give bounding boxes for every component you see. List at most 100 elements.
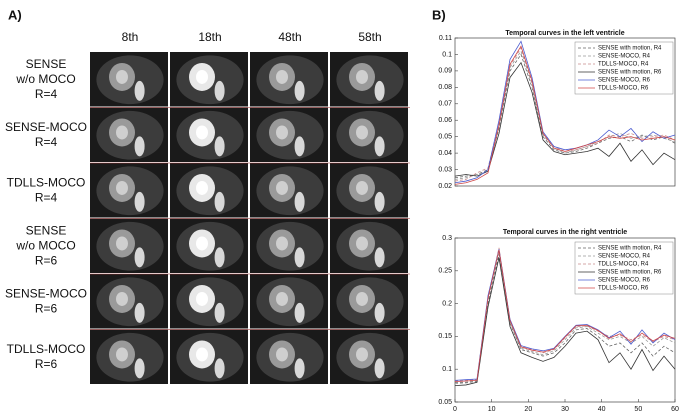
mri-vessel — [294, 358, 305, 379]
row-label: R=4 — [35, 87, 58, 101]
mri-vessel — [134, 302, 145, 323]
mri-vessel — [134, 136, 145, 157]
row-label: SENSE — [26, 223, 67, 237]
legend-label: TDLLS-MOCO, R4 — [598, 62, 649, 68]
row-label: TDLLS-MOCO — [7, 342, 86, 356]
x-tick-label: 60 — [671, 406, 679, 413]
mri-vessel — [294, 80, 305, 101]
mri-ventricle — [116, 125, 128, 140]
mri-vessel — [134, 80, 145, 101]
row-label: R=4 — [35, 135, 58, 149]
row-label: TDLLS-MOCO — [7, 175, 86, 189]
chart-title: Temporal curves in the right ventricle — [503, 229, 627, 236]
y-tick-label: 0.3 — [442, 235, 452, 242]
legend-label: SENSE with motion, R6 — [598, 70, 662, 76]
mri-ventricle — [196, 180, 208, 195]
x-tick-label: 50 — [634, 406, 642, 413]
mri-vessel — [374, 247, 385, 268]
y-tick-label: 0.06 — [438, 117, 452, 124]
mri-vessel — [374, 191, 385, 212]
mri-vessel — [214, 191, 225, 212]
mri-ventricle — [116, 291, 128, 306]
series-line — [454, 40, 676, 184]
mri-ventricle — [356, 291, 368, 306]
y-tick-label: 0.03 — [438, 166, 452, 173]
series-line — [454, 249, 676, 383]
mri-vessel — [134, 191, 145, 212]
mri-vessel — [214, 80, 225, 101]
legend-label: TDLLS-MOCO, R4 — [598, 262, 649, 268]
x-tick-label: 0 — [453, 406, 457, 413]
x-tick-label: 10 — [488, 406, 496, 413]
y-tick-label: 0.15 — [438, 333, 452, 340]
mri-vessel — [214, 247, 225, 268]
column-header: 58th — [358, 30, 381, 44]
series-line — [454, 45, 676, 185]
mri-ventricle — [116, 69, 128, 84]
mri-ventricle — [276, 291, 288, 306]
mri-ventricle — [276, 236, 288, 251]
mri-ventricle — [276, 125, 288, 140]
series-line — [455, 254, 676, 383]
y-tick-label: 0.05 — [438, 399, 452, 406]
y-tick-label: 0.1 — [442, 51, 452, 58]
mri-ventricle — [356, 180, 368, 195]
y-tick-label: 0.09 — [438, 68, 452, 75]
legend-label: TDLLS-MOCO, R6 — [598, 86, 649, 92]
mri-ventricle — [116, 180, 128, 195]
chart-title: Temporal curves in the left ventricle — [505, 30, 624, 37]
mri-ventricle — [356, 69, 368, 84]
mri-vessel — [134, 358, 145, 379]
series-line — [454, 249, 676, 381]
x-tick-label: 20 — [524, 406, 532, 413]
y-tick-label: 0.2 — [442, 300, 452, 307]
column-header: 48th — [278, 30, 301, 44]
panel-label: A) — [8, 7, 22, 22]
mri-ventricle — [276, 180, 288, 195]
mri-ventricle — [196, 69, 208, 84]
y-tick-label: 0.02 — [438, 183, 452, 190]
mri-ventricle — [276, 69, 288, 84]
legend-label: TDLLS-MOCO, R6 — [598, 286, 649, 292]
mri-ventricle — [116, 347, 128, 362]
legend-label: SENSE with motion, R4 — [598, 46, 662, 52]
legend-label: SENSE-MOCO, R6 — [598, 278, 651, 284]
legend-box — [574, 241, 674, 295]
legend-label: SENSE-MOCO, R4 — [598, 254, 651, 260]
series-line — [454, 257, 676, 386]
panel-label: B) — [432, 7, 446, 22]
row-label: R=6 — [35, 357, 58, 371]
mri-vessel — [294, 247, 305, 268]
y-tick-label: 0.04 — [438, 150, 452, 157]
row-label: w/o MOCO — [15, 72, 75, 86]
mri-ventricle — [116, 236, 128, 251]
mri-vessel — [294, 302, 305, 323]
mri-ventricle — [196, 125, 208, 140]
column-header: 18th — [198, 30, 221, 44]
row-label: R=6 — [35, 301, 58, 315]
x-tick-label: 40 — [598, 406, 606, 413]
row-label: R=6 — [35, 253, 58, 267]
y-tick-label: 0.08 — [438, 84, 452, 91]
legend-label: SENSE with motion, R4 — [598, 246, 662, 252]
row-label: w/o MOCO — [15, 238, 75, 252]
legend-label: SENSE-MOCO, R4 — [598, 54, 651, 60]
legend-box — [574, 41, 674, 95]
mri-ventricle — [356, 125, 368, 140]
column-header: 8th — [122, 30, 139, 44]
y-tick-label: 0.1 — [442, 366, 452, 373]
mri-vessel — [374, 80, 385, 101]
mri-vessel — [374, 302, 385, 323]
y-tick-label: 0.05 — [438, 134, 452, 141]
mri-vessel — [214, 136, 225, 157]
mri-ventricle — [356, 236, 368, 251]
legend-label: SENSE with motion, R6 — [598, 270, 662, 276]
y-tick-label: 0.25 — [438, 268, 452, 275]
mri-vessel — [134, 247, 145, 268]
mri-vessel — [374, 358, 385, 379]
row-label: SENSE — [26, 57, 67, 71]
mri-vessel — [214, 358, 225, 379]
y-tick-label: 0.11 — [439, 35, 452, 42]
series-line — [454, 50, 676, 180]
